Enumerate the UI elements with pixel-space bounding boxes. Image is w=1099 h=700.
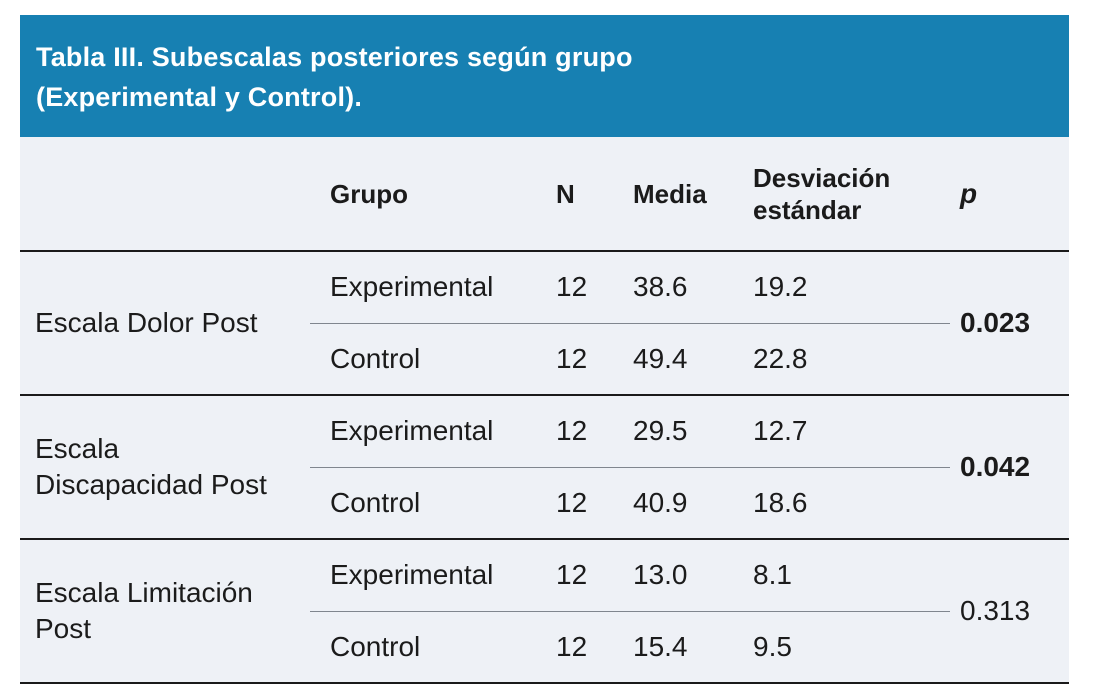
cell-desviacion: 12.7 [733,395,950,468]
cell-desviacion: 19.2 [733,251,950,324]
cell-media: 29.5 [613,395,733,468]
cell-media: 38.6 [613,251,733,324]
cell-n: 12 [538,467,613,540]
cell-n: 12 [538,395,613,468]
table-figure: Tabla III. Subescalas posteriores según … [20,15,1069,684]
cell-media: 49.4 [613,323,733,396]
col-header-grupo: Grupo [310,137,538,252]
cell-desviacion: 18.6 [733,467,950,540]
cell-n: 12 [538,251,613,324]
cell-p-value: 0.023 [950,251,1069,396]
header-row: Grupo N Media Desviación estándar p [20,137,1069,252]
cell-desviacion: 9.5 [733,611,950,684]
table-row: Escala Limitación Post Experimental 12 1… [20,539,1069,684]
cell-n: 12 [538,539,613,612]
cell-grupo: Experimental [310,251,538,324]
table-title-bar: Tabla III. Subescalas posteriores según … [20,15,1069,137]
cell-n: 12 [538,611,613,684]
table-title-line2: (Experimental y Control). [36,82,363,112]
table-title-line1: Tabla III. Subescalas posteriores según … [36,42,633,72]
row-label-escala-discapacidad-post: Escala Discapacidad Post [20,395,310,540]
cell-grupo: Experimental [310,539,538,612]
cell-p-value: 0.042 [950,395,1069,540]
cell-grupo: Control [310,467,538,540]
col-header-media: Media [613,137,733,252]
table-row: Escala Dolor Post Experimental 12 38.6 1… [20,251,1069,396]
table-row: Escala Discapacidad Post Experimental 12… [20,395,1069,540]
cell-grupo: Experimental [310,395,538,468]
table-row: Control 12 15.4 9.5 [20,611,1069,684]
cell-desviacion: 22.8 [733,323,950,396]
stats-table: Grupo N Media Desviación estándar p Esca… [20,137,1069,684]
table-row: Control 12 49.4 22.8 [20,323,1069,396]
col-header-desviacion-estandar: Desviación estándar [733,137,950,252]
cell-grupo: Control [310,611,538,684]
table-row: Control 12 40.9 18.6 [20,467,1069,540]
cell-grupo: Control [310,323,538,396]
cell-media: 15.4 [613,611,733,684]
cell-p-value: 0.313 [950,539,1069,684]
cell-desviacion: 8.1 [733,539,950,612]
col-header-n: N [538,137,613,252]
cell-media: 13.0 [613,539,733,612]
row-label-escala-limitacion-post: Escala Limitación Post [20,539,310,684]
col-header-p: p [950,137,1069,252]
row-label-escala-dolor-post: Escala Dolor Post [20,251,310,396]
col-header-empty [20,137,310,252]
table-container: Grupo N Media Desviación estándar p Esca… [20,137,1069,684]
cell-n: 12 [538,323,613,396]
cell-media: 40.9 [613,467,733,540]
